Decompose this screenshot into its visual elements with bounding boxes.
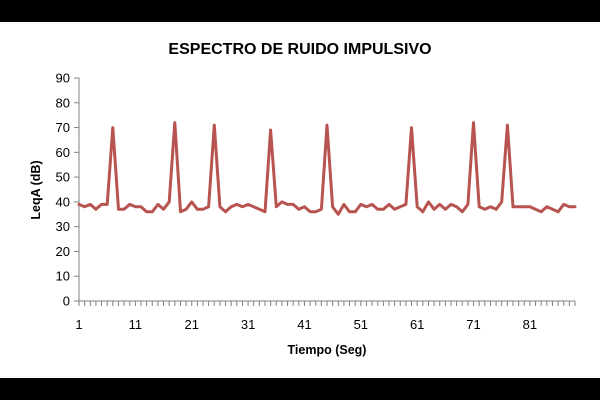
x-tick-label: 41 xyxy=(297,317,311,332)
chart-title: ESPECTRO DE RUIDO IMPULSIVO xyxy=(168,41,431,58)
y-tick-label: 70 xyxy=(56,120,70,135)
y-tick-label: 90 xyxy=(56,71,70,86)
y-tick-label: 20 xyxy=(56,244,70,259)
series-line-leqa xyxy=(77,121,577,216)
x-tick-label: 11 xyxy=(129,317,143,332)
x-tick-label: 31 xyxy=(241,317,255,332)
plot-area xyxy=(77,121,577,216)
x-tick-label: 51 xyxy=(354,317,368,332)
y-tick-label: 40 xyxy=(56,194,70,209)
x-tick-label: 61 xyxy=(410,317,424,332)
x-tick-label: 71 xyxy=(466,317,480,332)
y-tick-label: 50 xyxy=(56,170,70,185)
x-tick-label: 81 xyxy=(523,317,537,332)
y-tick-label: 30 xyxy=(56,219,70,234)
y-axis: 0 10 20 30 40 50 60 70 80 90 xyxy=(56,71,80,309)
x-axis-title: Tiempo (Seg) xyxy=(288,343,367,357)
y-axis-title: LeqA (dB) xyxy=(29,160,43,219)
chart-panel xyxy=(0,22,600,378)
y-tick-label: 0 xyxy=(63,294,70,309)
x-tick-label: 21 xyxy=(184,317,198,332)
y-tick-label: 10 xyxy=(56,269,70,284)
y-tick-label: 60 xyxy=(56,145,70,160)
x-tick-label: 1 xyxy=(75,317,82,332)
x-axis: 1 11 21 31 41 51 61 71 81 xyxy=(75,300,576,332)
y-tick-label: 80 xyxy=(56,95,70,110)
